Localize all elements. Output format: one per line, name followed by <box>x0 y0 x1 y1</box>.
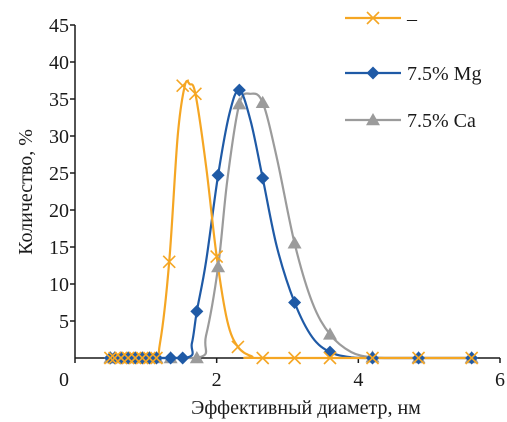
data-point-1 <box>211 168 225 182</box>
data-point-2 <box>232 97 247 110</box>
data-point-1 <box>288 296 302 309</box>
data-point-0 <box>256 351 270 365</box>
data-point-0 <box>323 351 337 365</box>
data-point-0 <box>103 351 117 365</box>
data-point-0 <box>210 250 224 264</box>
y-axis-title: Количество, % <box>15 129 37 255</box>
data-point-1 <box>164 351 178 365</box>
y-tick-label: 30 <box>49 126 69 148</box>
x-tick-label: 6 <box>495 369 505 391</box>
data-point-0 <box>411 351 426 365</box>
y-tick-label: 15 <box>49 237 69 259</box>
data-point-0 <box>162 255 176 269</box>
y-tick-label: 25 <box>49 163 69 185</box>
data-point-2 <box>323 327 337 340</box>
curves <box>110 79 472 360</box>
data-point-1 <box>256 171 270 185</box>
y-tick-label: 5 <box>59 311 69 333</box>
y-tick-label: 40 <box>49 52 69 74</box>
legend-label-2: 7.5% Ca <box>407 110 476 132</box>
data-point-1 <box>176 351 190 365</box>
x-tick-label: 2 <box>212 369 222 391</box>
legend-marker-2 <box>366 113 380 126</box>
series-line-2 <box>110 92 472 360</box>
y-tick-label: 35 <box>49 89 69 111</box>
x-axis-title: Эффективный диаметр, нм <box>191 397 421 419</box>
data-point-0 <box>108 351 122 365</box>
data-point-0 <box>288 351 302 365</box>
data-point-1 <box>232 83 246 97</box>
data-point-1 <box>323 345 337 359</box>
data-point-2 <box>211 259 226 273</box>
y-tick-label: 20 <box>49 200 69 222</box>
x-tick-label: 4 <box>353 369 363 391</box>
data-point-0 <box>149 351 164 365</box>
legend-label-0: – <box>406 8 418 30</box>
series-line-1 <box>110 88 472 360</box>
data-point-0 <box>465 351 479 365</box>
legend: – 7.5% Mg 7.5% Ca <box>345 8 481 132</box>
data-point-2 <box>189 351 204 364</box>
x-tick-label: 0 <box>59 369 69 391</box>
data-point-0 <box>188 87 202 101</box>
axes: 5 10 15 20 25 30 35 40 45 0 2 4 6 <box>49 15 505 391</box>
legend-marker-1 <box>366 66 380 80</box>
data-point-0 <box>176 79 190 93</box>
data-point-2 <box>255 95 270 108</box>
data-point-2 <box>287 236 302 249</box>
data-point-1 <box>190 304 204 318</box>
legend-label-1: 7.5% Mg <box>407 63 481 85</box>
markers <box>103 79 479 365</box>
y-tick-label: 10 <box>49 274 69 296</box>
data-point-0 <box>365 351 380 365</box>
y-tick-label: 45 <box>49 15 69 37</box>
series-line-0 <box>110 79 472 360</box>
data-point-0 <box>231 340 245 354</box>
legend-marker-0 <box>366 11 380 25</box>
